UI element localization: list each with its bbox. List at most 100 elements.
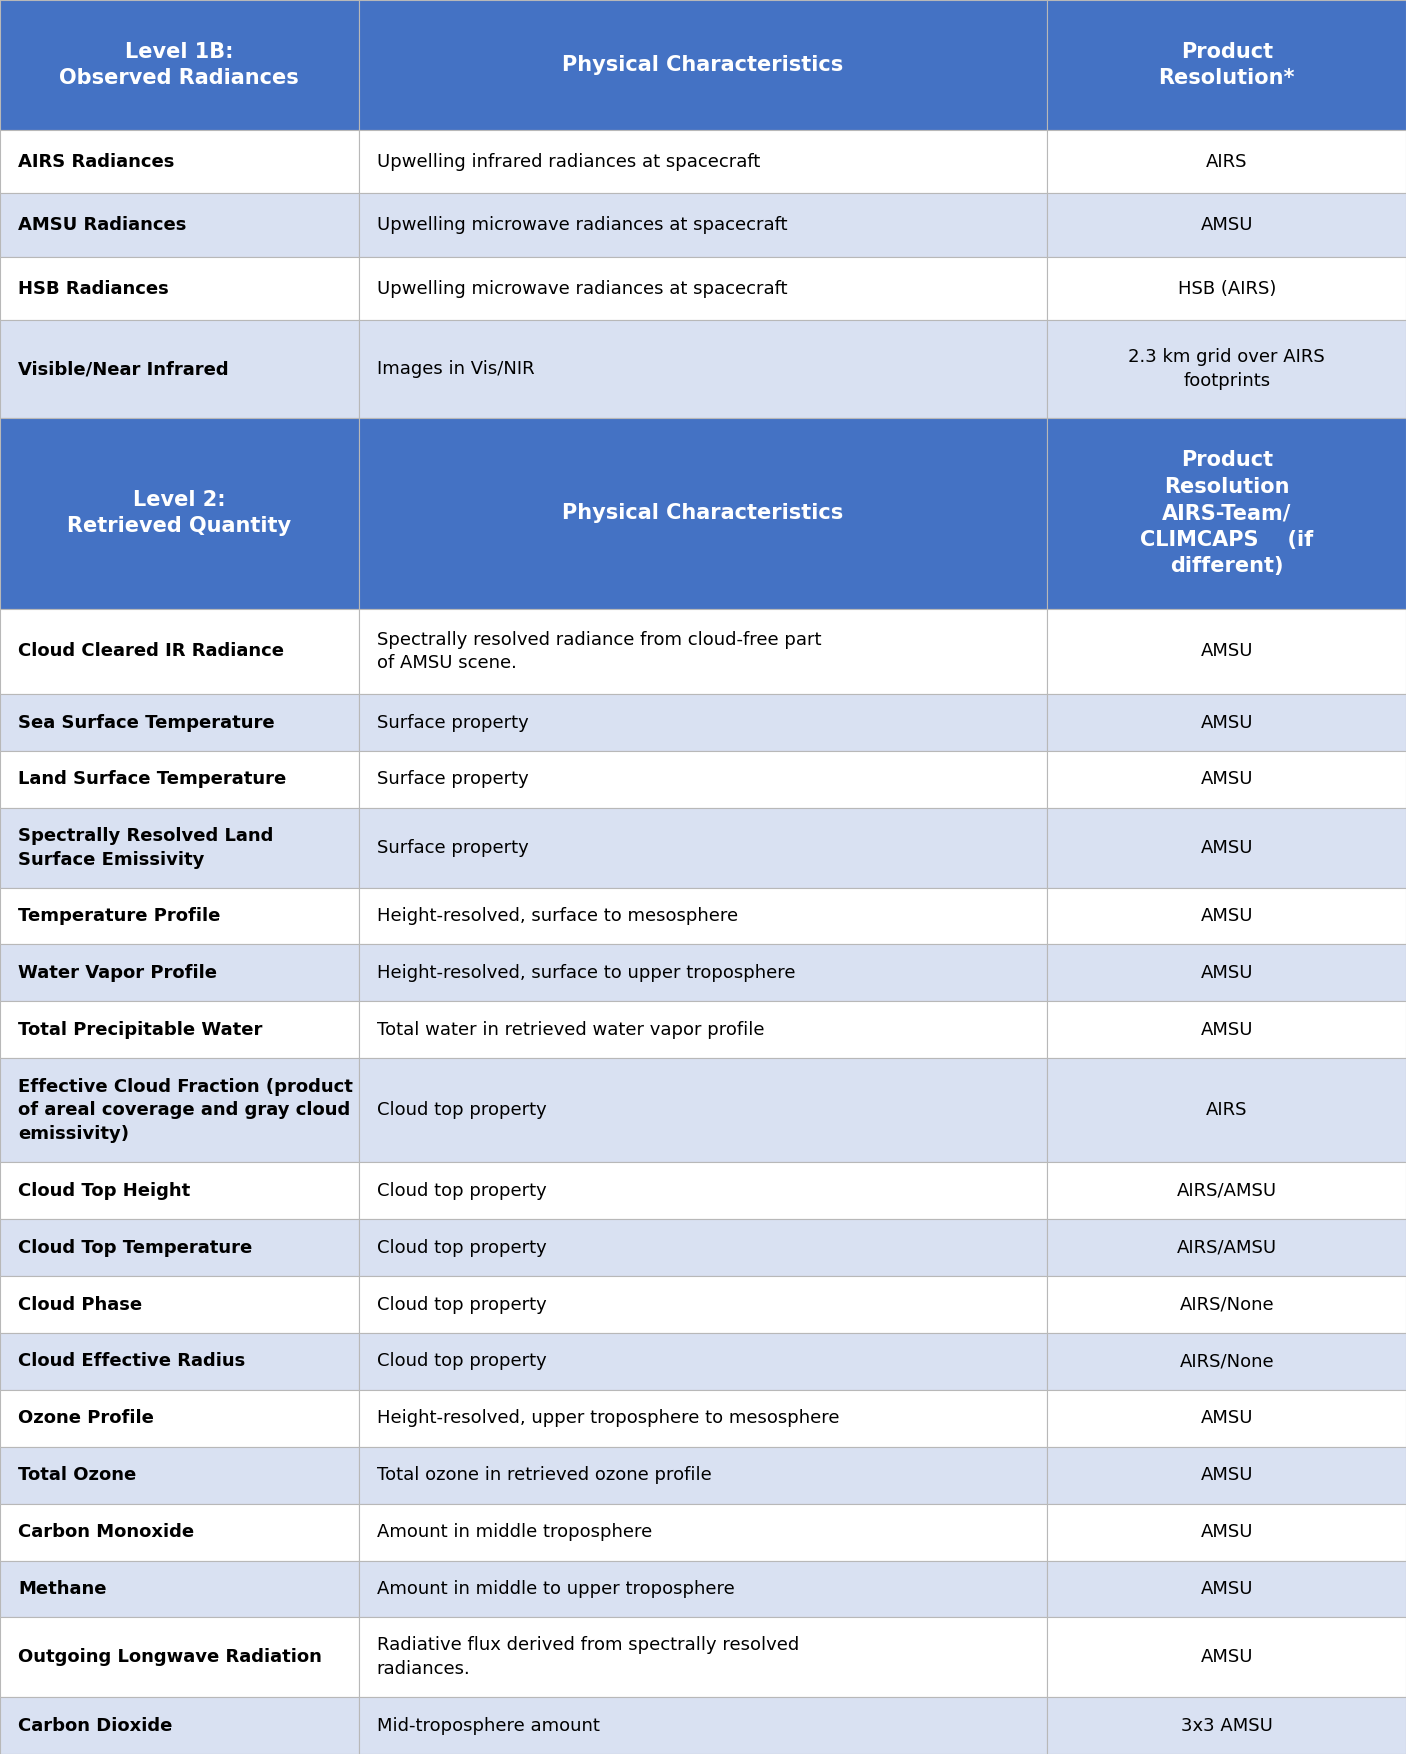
Text: Product
Resolution*: Product Resolution* [1159,42,1295,88]
Text: Cloud Top Height: Cloud Top Height [18,1182,191,1200]
Bar [0,1389,359,1447]
Text: Sea Surface Temperature: Sea Surface Temperature [18,714,276,731]
Text: AMSU: AMSU [1201,770,1253,789]
Bar [1047,1389,1406,1447]
Bar [359,0,1047,130]
Bar [0,1219,359,1277]
Bar [0,1698,359,1754]
Bar [0,751,359,809]
Text: Height-resolved, surface to mesosphere: Height-resolved, surface to mesosphere [377,907,738,924]
Text: Carbon Dioxide: Carbon Dioxide [18,1717,173,1735]
Text: Cloud top property: Cloud top property [377,1296,547,1314]
Text: Surface property: Surface property [377,838,529,856]
Text: AMSU: AMSU [1201,1466,1253,1484]
Bar [0,1002,359,1058]
Bar [359,1002,1047,1058]
Bar [1047,1447,1406,1503]
Bar [359,1698,1047,1754]
Bar [359,695,1047,751]
Bar [1047,751,1406,809]
Text: Total ozone in retrieved ozone profile: Total ozone in retrieved ozone profile [377,1466,711,1484]
Text: Amount in middle troposphere: Amount in middle troposphere [377,1522,652,1542]
Bar [1047,695,1406,751]
Bar [1047,888,1406,944]
Text: Cloud Cleared IR Radiance: Cloud Cleared IR Radiance [18,642,284,661]
Text: Radiative flux derived from spectrally resolved
radiances.: Radiative flux derived from spectrally r… [377,1636,799,1679]
Bar [0,944,359,1002]
Bar [359,609,1047,695]
Text: Product
Resolution
AIRS-Team/
CLIMCAPS    (if
different): Product Resolution AIRS-Team/ CLIMCAPS (… [1140,451,1313,575]
Text: Images in Vis/NIR: Images in Vis/NIR [377,360,534,379]
Bar [359,1561,1047,1617]
Bar [1047,1561,1406,1617]
Text: Cloud top property: Cloud top property [377,1182,547,1200]
Bar [1047,944,1406,1002]
Bar [1047,1333,1406,1389]
Bar [1047,193,1406,256]
Text: Land Surface Temperature: Land Surface Temperature [18,770,287,789]
Bar [359,1389,1047,1447]
Text: HSB (AIRS): HSB (AIRS) [1178,279,1275,298]
Text: Mid-troposphere amount: Mid-troposphere amount [377,1717,600,1735]
Text: AMSU: AMSU [1201,642,1253,661]
Bar [0,1447,359,1503]
Text: Height-resolved, upper troposphere to mesosphere: Height-resolved, upper troposphere to me… [377,1408,839,1428]
Text: Surface property: Surface property [377,770,529,789]
Bar [0,1561,359,1617]
Text: Cloud top property: Cloud top property [377,1238,547,1256]
Bar [0,1163,359,1219]
Text: Upwelling infrared radiances at spacecraft: Upwelling infrared radiances at spacecra… [377,153,761,170]
Bar [0,130,359,193]
Bar [359,751,1047,809]
Text: Temperature Profile: Temperature Profile [18,907,221,924]
Bar [1047,1698,1406,1754]
Text: AMSU: AMSU [1201,1522,1253,1542]
Text: Cloud Effective Radius: Cloud Effective Radius [18,1352,246,1370]
Text: Level 1B:
Observed Radiances: Level 1B: Observed Radiances [59,42,299,88]
Bar [0,1333,359,1389]
Bar [359,417,1047,609]
Text: Physical Characteristics: Physical Characteristics [562,54,844,75]
Bar [359,1277,1047,1333]
Bar [0,417,359,609]
Text: AMSU: AMSU [1201,838,1253,856]
Bar [0,609,359,695]
Text: AIRS: AIRS [1206,153,1247,170]
Text: AIRS Radiances: AIRS Radiances [18,153,174,170]
Text: Water Vapor Profile: Water Vapor Profile [18,965,218,982]
Bar [359,1219,1047,1277]
Text: Upwelling microwave radiances at spacecraft: Upwelling microwave radiances at spacecr… [377,279,787,298]
Bar [1047,1002,1406,1058]
Text: AMSU: AMSU [1201,1580,1253,1598]
Text: Cloud top property: Cloud top property [377,1102,547,1119]
Text: AMSU: AMSU [1201,907,1253,924]
Text: AMSU: AMSU [1201,216,1253,233]
Bar [0,0,359,130]
Text: Cloud Phase: Cloud Phase [18,1296,142,1314]
Text: AIRS/AMSU: AIRS/AMSU [1177,1182,1277,1200]
Text: AMSU: AMSU [1201,965,1253,982]
Text: Total water in retrieved water vapor profile: Total water in retrieved water vapor pro… [377,1021,765,1038]
Text: Effective Cloud Fraction (product
of areal coverage and gray cloud
emissivity): Effective Cloud Fraction (product of are… [18,1077,353,1144]
Text: Spectrally resolved radiance from cloud-free part
of AMSU scene.: Spectrally resolved radiance from cloud-… [377,631,821,672]
Bar [0,809,359,888]
Bar [0,888,359,944]
Text: Cloud top property: Cloud top property [377,1352,547,1370]
Bar [359,256,1047,321]
Text: Ozone Profile: Ozone Profile [18,1408,155,1428]
Bar [359,1447,1047,1503]
Bar [1047,809,1406,888]
Bar [1047,321,1406,417]
Bar [0,256,359,321]
Text: Level 2:
Retrieved Quantity: Level 2: Retrieved Quantity [67,489,291,537]
Text: 3x3 AMSU: 3x3 AMSU [1181,1717,1272,1735]
Text: Spectrally Resolved Land
Surface Emissivity: Spectrally Resolved Land Surface Emissiv… [18,826,274,868]
Bar [1047,1058,1406,1163]
Bar [1047,130,1406,193]
Text: AMSU: AMSU [1201,1649,1253,1666]
Text: Total Ozone: Total Ozone [18,1466,136,1484]
Text: Total Precipitable Water: Total Precipitable Water [18,1021,263,1038]
Bar [359,193,1047,256]
Text: Physical Characteristics: Physical Characteristics [562,503,844,523]
Text: AMSU: AMSU [1201,1021,1253,1038]
